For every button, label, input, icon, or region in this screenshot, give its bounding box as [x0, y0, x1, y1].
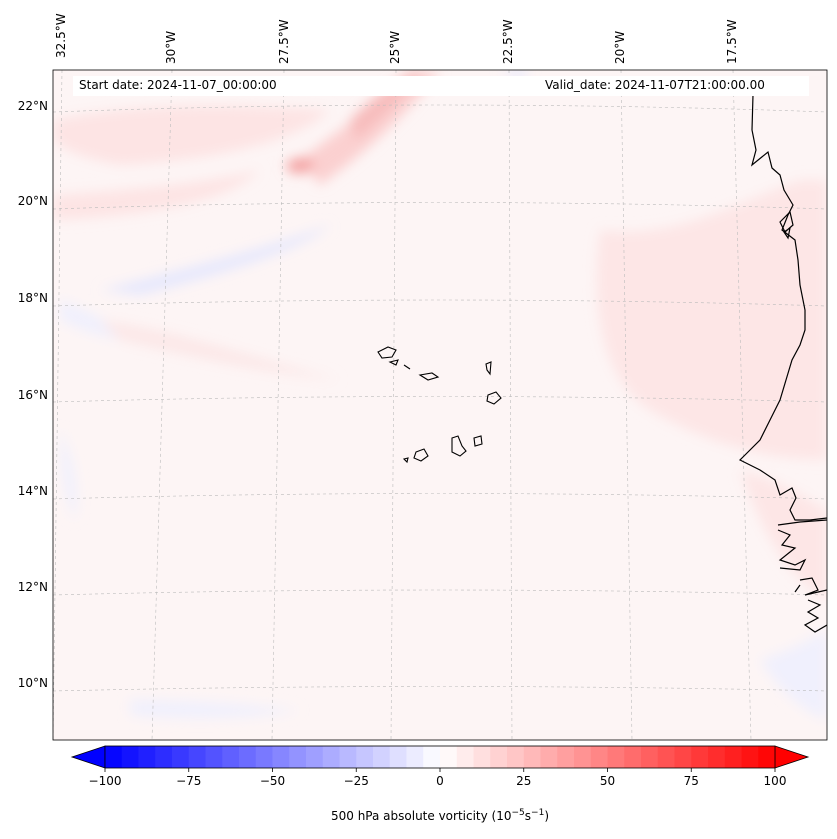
colorbar-cell: [373, 746, 391, 768]
colorbar-tick-label: 0: [436, 774, 444, 788]
colorbar-cell: [406, 746, 424, 768]
colorbar-cell: [490, 746, 508, 768]
colorbar-cell: [322, 746, 340, 768]
vorticity-field: [53, 70, 827, 720]
colorbar-label-end: ): [544, 809, 550, 823]
lat-label: 10°N: [17, 676, 48, 690]
colorbar-label-exp: −1: [531, 808, 545, 818]
colorbar-tick-label: 50: [599, 774, 616, 788]
colorbar-tick-label: −50: [259, 774, 286, 788]
colorbar-cell: [507, 746, 525, 768]
lat-label: 22°N: [17, 99, 48, 113]
colorbar-cell: [188, 746, 206, 768]
colorbar-tick-label: −100: [88, 774, 122, 788]
lat-label: 16°N: [17, 388, 48, 402]
graticule: [53, 70, 827, 740]
date-banner: [73, 76, 809, 96]
colorbar-cell: [607, 746, 625, 768]
colorbar-cell: [339, 746, 357, 768]
colorbar-tick-label: 75: [683, 774, 699, 788]
lat-label: 14°N: [17, 484, 48, 498]
colorbar-label-text: 500 hPa absolute vorticity (10: [330, 809, 512, 823]
colorbar-cell: [121, 746, 139, 768]
colorbar-label: 500 hPa absolute vorticity (10−5s−1): [331, 808, 549, 823]
colorbar-cell: [540, 746, 558, 768]
colorbar-cell: [456, 746, 474, 768]
cape-verde-islands: [377, 346, 502, 464]
colorbar-cell: [138, 746, 156, 768]
start-date-text: Start date: 2024-11-07_00:00:00: [79, 78, 277, 92]
colorbar-cell: [272, 746, 290, 768]
colorbar-cell: [758, 746, 776, 768]
colorbar-cell: [389, 746, 407, 768]
colorbar-cell: [741, 746, 759, 768]
colorbar-cell: [289, 746, 307, 768]
colorbar-tick-label: 25: [516, 774, 532, 788]
colorbar-cell: [590, 746, 608, 768]
colorbar-tick-label: 100: [763, 774, 787, 788]
colorbar-cell: [423, 746, 441, 768]
colorbar-min-extend: [70, 745, 106, 769]
colorbar-tick-label: −75: [176, 774, 202, 788]
colorbar-cell: [708, 746, 726, 768]
africa-coastline: [738, 94, 827, 521]
valid-date-text: Valid_date: 2024-11-07T21:00:00.00: [545, 78, 765, 92]
lat-label: 12°N: [17, 580, 48, 594]
colorbar-cell: [155, 746, 173, 768]
colorbar-cell: [674, 746, 692, 768]
colorbar-cell: [523, 746, 541, 768]
colorbar-cell: [105, 746, 123, 768]
colorbar-cell: [691, 746, 709, 768]
colorbar-cell: [356, 746, 374, 768]
colorbar-cell: [641, 746, 659, 768]
map-frame: [52, 69, 828, 741]
colorbar-tick-label: −25: [343, 774, 369, 788]
colorbar-label-unit: s: [524, 809, 532, 823]
colorbar: [70, 745, 810, 772]
colorbar-cell: [222, 746, 240, 768]
lat-label: 18°N: [17, 291, 48, 305]
colorbar-cell: [724, 746, 742, 768]
colorbar-cell: [255, 746, 273, 768]
colorbar-cell: [657, 746, 675, 768]
colorbar-cell: [440, 746, 458, 768]
colorbar-label-exp: −5: [511, 808, 525, 818]
colorbar-cell: [557, 746, 575, 768]
colorbar-cell: [624, 746, 642, 768]
colorbar-max-extend: [774, 745, 810, 769]
colorbar-cell: [473, 746, 491, 768]
colorbar-cell: [306, 746, 324, 768]
colorbar-cell: [239, 746, 257, 768]
africa-coastline: [777, 519, 827, 633]
lat-label: 20°N: [17, 194, 48, 208]
colorbar-cell: [205, 746, 223, 768]
africa-coastline: [779, 210, 794, 240]
colorbar-cell: [574, 746, 592, 768]
colorbar-cell: [172, 746, 190, 768]
